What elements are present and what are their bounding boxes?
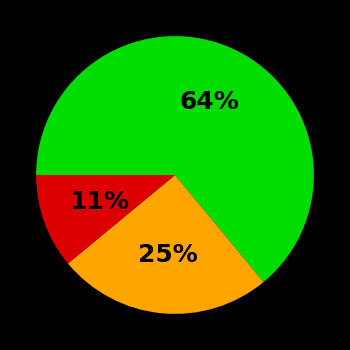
Text: 25%: 25%	[138, 243, 197, 267]
Wedge shape	[36, 175, 175, 264]
Text: 11%: 11%	[69, 190, 129, 214]
Wedge shape	[68, 175, 264, 314]
Wedge shape	[36, 36, 314, 282]
Text: 64%: 64%	[180, 90, 239, 114]
